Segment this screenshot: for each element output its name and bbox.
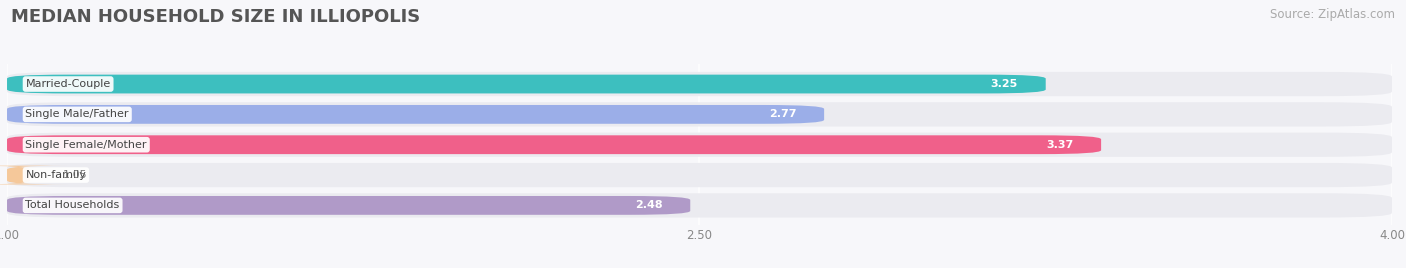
FancyBboxPatch shape [7,75,1046,94]
FancyBboxPatch shape [0,166,67,184]
Text: MEDIAN HOUSEHOLD SIZE IN ILLIOPOLIS: MEDIAN HOUSEHOLD SIZE IN ILLIOPOLIS [11,8,420,26]
FancyBboxPatch shape [7,102,1392,126]
Text: Non-family: Non-family [25,170,86,180]
Text: 3.37: 3.37 [1046,140,1073,150]
Text: Married-Couple: Married-Couple [25,79,111,89]
FancyBboxPatch shape [7,193,1392,218]
FancyBboxPatch shape [7,196,690,215]
Text: Single Male/Father: Single Male/Father [25,109,129,119]
FancyBboxPatch shape [7,163,1392,187]
Text: Source: ZipAtlas.com: Source: ZipAtlas.com [1270,8,1395,21]
FancyBboxPatch shape [7,133,1392,157]
FancyBboxPatch shape [7,72,1392,96]
Text: 3.25: 3.25 [991,79,1018,89]
FancyBboxPatch shape [7,135,1101,154]
FancyBboxPatch shape [7,105,824,124]
Text: 1.05: 1.05 [62,170,87,180]
Text: 2.77: 2.77 [769,109,796,119]
Text: Single Female/Mother: Single Female/Mother [25,140,148,150]
Text: 2.48: 2.48 [636,200,662,210]
Text: Total Households: Total Households [25,200,120,210]
